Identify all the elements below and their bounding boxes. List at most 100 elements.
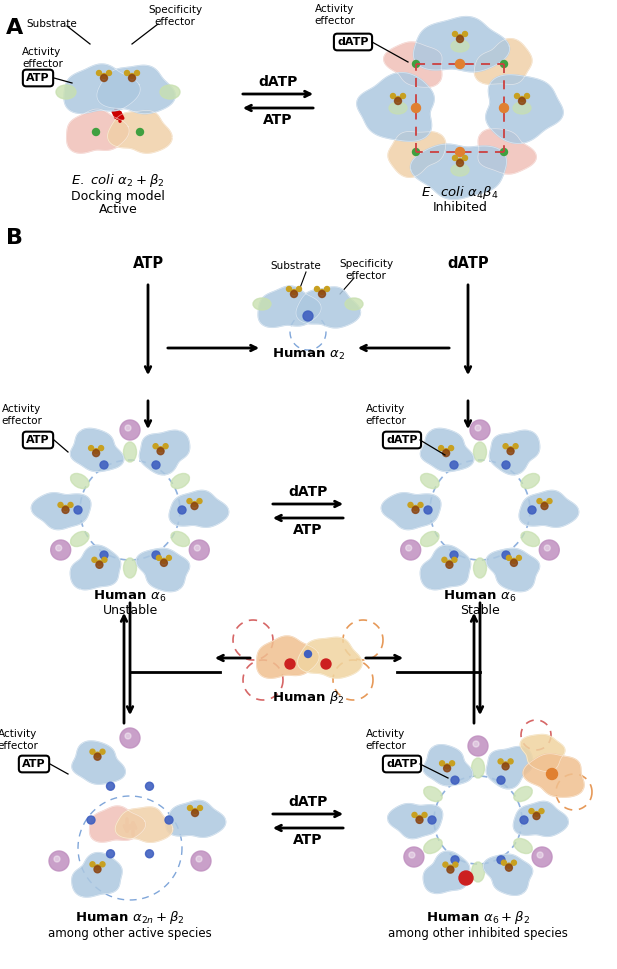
Ellipse shape xyxy=(160,85,180,99)
Text: ATP: ATP xyxy=(26,73,50,83)
Circle shape xyxy=(533,813,540,820)
Ellipse shape xyxy=(424,838,442,854)
Circle shape xyxy=(442,557,447,562)
Ellipse shape xyxy=(421,531,439,547)
Circle shape xyxy=(505,864,512,871)
Circle shape xyxy=(497,856,505,863)
Circle shape xyxy=(189,540,209,560)
Circle shape xyxy=(516,555,521,560)
Circle shape xyxy=(515,93,520,99)
Polygon shape xyxy=(166,800,226,837)
Circle shape xyxy=(68,502,73,508)
Circle shape xyxy=(439,446,444,451)
Text: Activity
effector: Activity effector xyxy=(22,47,63,69)
Circle shape xyxy=(158,447,163,452)
Polygon shape xyxy=(381,493,441,530)
Text: dATP: dATP xyxy=(386,435,418,445)
Polygon shape xyxy=(169,490,229,527)
Circle shape xyxy=(97,560,102,565)
Circle shape xyxy=(120,728,140,748)
Circle shape xyxy=(146,850,154,858)
Polygon shape xyxy=(67,109,129,153)
Circle shape xyxy=(445,764,450,768)
Circle shape xyxy=(285,659,295,669)
Ellipse shape xyxy=(389,102,407,114)
Circle shape xyxy=(457,159,463,164)
Circle shape xyxy=(508,759,513,764)
Circle shape xyxy=(409,852,415,858)
Circle shape xyxy=(93,129,99,136)
Circle shape xyxy=(100,551,108,559)
Ellipse shape xyxy=(123,442,136,462)
Circle shape xyxy=(520,816,528,824)
Circle shape xyxy=(178,506,186,514)
Circle shape xyxy=(502,551,510,559)
Ellipse shape xyxy=(514,838,532,854)
Circle shape xyxy=(54,856,60,862)
Circle shape xyxy=(446,561,453,568)
Circle shape xyxy=(74,506,82,514)
Circle shape xyxy=(90,861,95,867)
Polygon shape xyxy=(486,548,539,592)
Circle shape xyxy=(450,461,458,469)
Polygon shape xyxy=(520,735,565,771)
Circle shape xyxy=(152,551,160,559)
Polygon shape xyxy=(423,745,473,786)
Circle shape xyxy=(498,759,503,764)
Circle shape xyxy=(508,447,513,452)
Circle shape xyxy=(94,449,99,453)
Text: ATP: ATP xyxy=(263,113,292,127)
Circle shape xyxy=(541,503,548,510)
Circle shape xyxy=(51,540,71,560)
Circle shape xyxy=(125,733,131,739)
Circle shape xyxy=(443,862,448,867)
Text: Human $\alpha_{2n}+\beta_2$: Human $\alpha_{2n}+\beta_2$ xyxy=(75,910,185,926)
Circle shape xyxy=(156,555,162,560)
Circle shape xyxy=(542,502,547,507)
Circle shape xyxy=(547,499,552,504)
Circle shape xyxy=(96,71,102,76)
Ellipse shape xyxy=(521,531,539,547)
Polygon shape xyxy=(423,851,470,893)
Polygon shape xyxy=(139,430,189,475)
Circle shape xyxy=(457,35,463,40)
Circle shape xyxy=(537,499,542,504)
Circle shape xyxy=(524,93,529,99)
Text: Substrate: Substrate xyxy=(27,19,77,29)
Ellipse shape xyxy=(473,442,486,462)
Circle shape xyxy=(418,502,423,508)
Circle shape xyxy=(500,148,508,155)
Text: ATP: ATP xyxy=(22,759,46,769)
Circle shape xyxy=(394,98,402,105)
Circle shape xyxy=(539,540,559,560)
Ellipse shape xyxy=(421,474,439,488)
Circle shape xyxy=(424,506,432,514)
Circle shape xyxy=(160,559,167,567)
Circle shape xyxy=(188,805,193,810)
Circle shape xyxy=(528,506,536,514)
Circle shape xyxy=(107,782,115,791)
Circle shape xyxy=(447,560,452,565)
Circle shape xyxy=(532,847,552,867)
Text: Activity
effector: Activity effector xyxy=(365,404,407,425)
Circle shape xyxy=(455,147,465,157)
Circle shape xyxy=(167,555,172,560)
Circle shape xyxy=(321,659,331,669)
Circle shape xyxy=(191,851,211,871)
Polygon shape xyxy=(486,746,532,789)
Text: Human $\alpha_6$: Human $\alpha_6$ xyxy=(444,588,516,604)
Text: Activity
effector: Activity effector xyxy=(0,730,38,751)
Circle shape xyxy=(135,71,139,76)
Polygon shape xyxy=(72,853,122,897)
Circle shape xyxy=(475,425,481,431)
Circle shape xyxy=(58,502,63,508)
Polygon shape xyxy=(258,286,321,328)
Text: Substrate: Substrate xyxy=(271,261,321,271)
Text: dATP: dATP xyxy=(337,37,369,47)
Text: Activity
effector: Activity effector xyxy=(315,4,355,26)
Circle shape xyxy=(412,104,421,112)
Circle shape xyxy=(470,420,490,440)
Circle shape xyxy=(102,74,107,78)
Text: Activity
effector: Activity effector xyxy=(2,404,43,425)
Ellipse shape xyxy=(451,40,469,52)
